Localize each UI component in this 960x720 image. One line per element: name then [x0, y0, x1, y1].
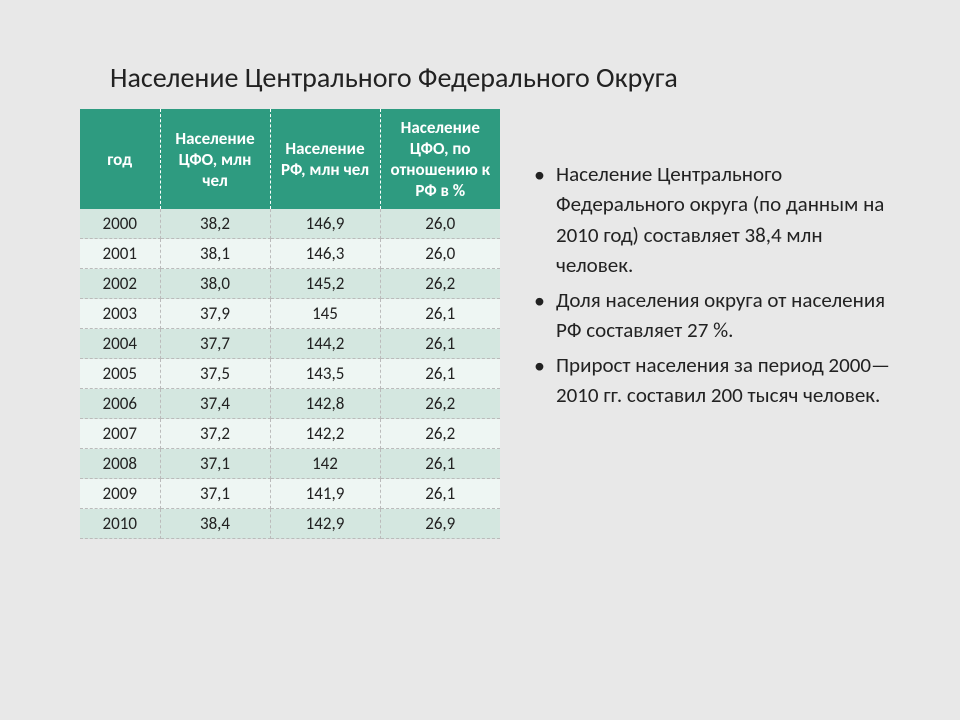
slide: Население Центрального Федерального Окру…: [0, 0, 960, 579]
table-header: годНаселение ЦФО, млн челНаселение РФ, м…: [80, 109, 500, 209]
table-row: 200238,0145,226,2: [80, 269, 500, 299]
table-cell: 26,0: [380, 209, 500, 239]
table-cell: 142,2: [270, 419, 380, 449]
table-cell: 141,9: [270, 479, 380, 509]
table-row: 200138,1146,326,0: [80, 239, 500, 269]
table-cell: 26,1: [380, 359, 500, 389]
table-cell: 143,5: [270, 359, 380, 389]
table-cell: 26,2: [380, 389, 500, 419]
table-body: 200038,2146,926,0200138,1146,326,0200238…: [80, 209, 500, 539]
content-row: годНаселение ЦФО, млн челНаселение РФ, м…: [80, 109, 910, 539]
table-cell: 146,3: [270, 239, 380, 269]
table-row: 200637,4142,826,2: [80, 389, 500, 419]
table-header-cell: Население РФ, млн чел: [270, 109, 380, 209]
table-cell: 2003: [80, 299, 160, 329]
table-cell: 142: [270, 449, 380, 479]
table-cell: 2007: [80, 419, 160, 449]
table-cell: 2010: [80, 509, 160, 539]
bullet-list: Население Центрального Федерального окру…: [530, 109, 910, 415]
table-cell: 38,4: [160, 509, 270, 539]
table-cell: 2000: [80, 209, 160, 239]
table-row: 201038,4142,926,9: [80, 509, 500, 539]
bullet-item: Доля населения округа от населения РФ со…: [530, 285, 900, 346]
table-header-cell: Население ЦФО, по отношению к РФ в %: [380, 109, 500, 209]
table-cell: 37,1: [160, 449, 270, 479]
table-cell: 26,2: [380, 269, 500, 299]
table-row: 200737,2142,226,2: [80, 419, 500, 449]
table-row: 200837,114226,1: [80, 449, 500, 479]
table-cell: 2004: [80, 329, 160, 359]
table-cell: 26,1: [380, 299, 500, 329]
table-cell: 2001: [80, 239, 160, 269]
table-cell: 146,9: [270, 209, 380, 239]
table-cell: 2008: [80, 449, 160, 479]
table-header-cell: год: [80, 109, 160, 209]
table-cell: 37,7: [160, 329, 270, 359]
table-cell: 144,2: [270, 329, 380, 359]
table-row: 200038,2146,926,0: [80, 209, 500, 239]
table-cell: 37,9: [160, 299, 270, 329]
table-cell: 37,4: [160, 389, 270, 419]
table-cell: 38,2: [160, 209, 270, 239]
table-cell: 37,1: [160, 479, 270, 509]
table-cell: 2005: [80, 359, 160, 389]
table-cell: 26,9: [380, 509, 500, 539]
table-cell: 38,1: [160, 239, 270, 269]
table-cell: 2002: [80, 269, 160, 299]
table-cell: 38,0: [160, 269, 270, 299]
table-cell: 2006: [80, 389, 160, 419]
population-table-wrap: годНаселение ЦФО, млн челНаселение РФ, м…: [80, 109, 500, 539]
table-cell: 26,2: [380, 419, 500, 449]
bullet-item: Прирост населения за период 2000—2010 гг…: [530, 350, 900, 411]
table-cell: 37,2: [160, 419, 270, 449]
table-cell: 145,2: [270, 269, 380, 299]
table-cell: 26,1: [380, 329, 500, 359]
population-table: годНаселение ЦФО, млн челНаселение РФ, м…: [80, 109, 500, 539]
table-cell: 26,1: [380, 449, 500, 479]
table-row: 200937,1141,926,1: [80, 479, 500, 509]
table-cell: 26,1: [380, 479, 500, 509]
table-row: 200437,7144,226,1: [80, 329, 500, 359]
page-title: Население Центрального Федерального Окру…: [110, 60, 910, 95]
bullet-item: Население Центрального Федерального окру…: [530, 159, 900, 281]
table-cell: 2009: [80, 479, 160, 509]
table-cell: 145: [270, 299, 380, 329]
table-cell: 142,9: [270, 509, 380, 539]
table-row: 200537,5143,526,1: [80, 359, 500, 389]
table-row: 200337,914526,1: [80, 299, 500, 329]
table-cell: 142,8: [270, 389, 380, 419]
table-cell: 37,5: [160, 359, 270, 389]
table-header-cell: Население ЦФО, млн чел: [160, 109, 270, 209]
table-cell: 26,0: [380, 239, 500, 269]
